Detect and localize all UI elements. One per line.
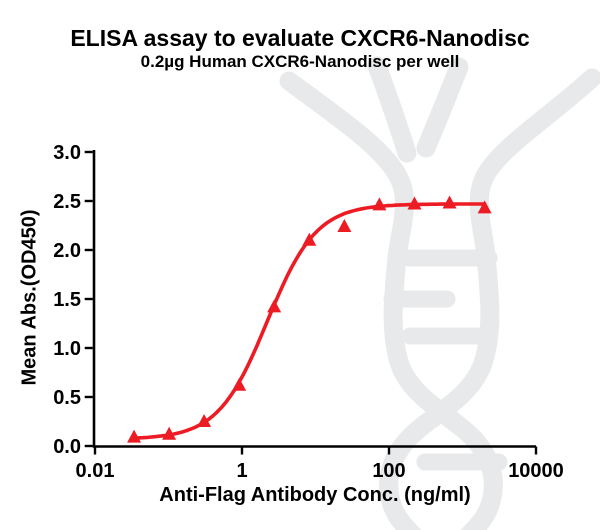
data-point-triangle <box>407 196 422 210</box>
dna-strand-left <box>279 71 503 530</box>
chart-subtitle: 0.2µg Human CXCR6-Nanodisc per well <box>140 52 460 71</box>
y-tick-label: 1.5 <box>53 289 81 311</box>
y-tick-label: 2.5 <box>53 191 81 213</box>
data-point-triangle <box>267 299 282 313</box>
data-point-triangle <box>442 195 457 209</box>
x-tick-label: 0.01 <box>76 460 115 482</box>
data-point-triangle <box>337 218 352 232</box>
y-tick-label: 3.0 <box>53 142 81 164</box>
y-tick-label: 0.5 <box>53 387 81 409</box>
x-tick-label: 10000 <box>508 460 564 482</box>
data-point-triangle <box>302 232 317 246</box>
data-point-triangle <box>232 377 247 391</box>
data-point-triangle <box>197 414 212 427</box>
y-tick-label: 0.0 <box>53 436 81 458</box>
data-point-triangle <box>372 197 387 211</box>
y-tick-label: 1.0 <box>53 338 81 360</box>
data-point-triangle <box>127 429 142 443</box>
y-axis-label: Mean Abs.(OD450) <box>18 209 41 386</box>
y-tick-label: 2.0 <box>53 240 81 262</box>
data-point-triangle <box>477 200 492 214</box>
chart-title: ELISA assay to evaluate CXCR6-Nanodisc <box>70 25 530 51</box>
x-tick-label: 1 <box>236 460 247 482</box>
x-axis-label: Anti-Flag Antibody Conc. (ng/ml) <box>159 484 471 506</box>
x-tick-label: 100 <box>372 460 405 482</box>
dna-branch-inner-right <box>416 57 469 158</box>
dna-branch-inner-left <box>367 56 417 163</box>
data-point-triangle <box>162 426 177 440</box>
